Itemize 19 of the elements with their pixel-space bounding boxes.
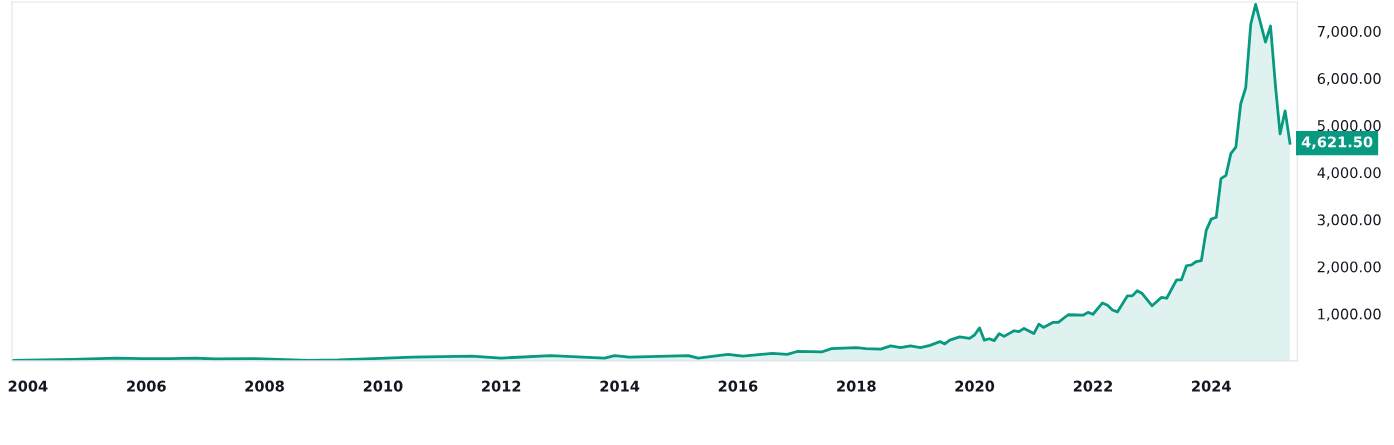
x-tick-label: 2016 xyxy=(718,380,758,392)
y-tick-label: 3,000.00 xyxy=(1317,214,1381,227)
y-tick-label: 7,000.00 xyxy=(1317,25,1381,39)
x-tick-label: 2010 xyxy=(363,380,403,392)
x-tick-label: 2022 xyxy=(1073,380,1113,392)
x-tick-label: 2008 xyxy=(245,380,284,392)
x-tick-label: 2024 xyxy=(1192,380,1231,392)
x-tick-label: 2018 xyxy=(837,380,876,392)
x-tick-label: 2004 xyxy=(8,380,48,392)
x-tick-label: 2012 xyxy=(482,380,521,392)
y-tick-label: 5,000.00 xyxy=(1317,120,1381,133)
x-tick-label: 2020 xyxy=(955,380,995,392)
x-tick-label: 2014 xyxy=(600,380,640,392)
x-tick-label: 2006 xyxy=(127,380,166,392)
y-tick-label: 6,000.00 xyxy=(1317,73,1381,86)
text: 4,621.50 xyxy=(1301,136,1373,150)
y-tick-label: 4,000.00 xyxy=(1317,167,1381,180)
y-tick-label: 2,000.00 xyxy=(1317,261,1381,274)
y-tick-label: 1,000.00 xyxy=(1318,308,1381,322)
